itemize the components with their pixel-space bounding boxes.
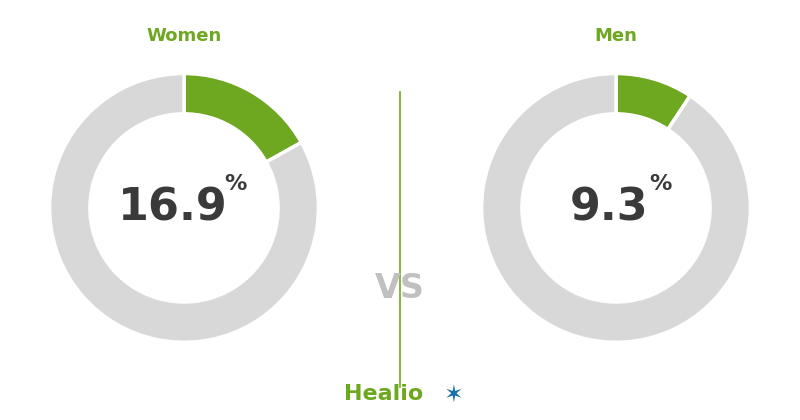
Wedge shape <box>50 74 318 342</box>
Wedge shape <box>616 74 690 129</box>
Text: undergoing percutaneous pulmonary thrombectomyn:: undergoing percutaneous pulmonary thromb… <box>112 61 688 80</box>
Text: VS: VS <box>375 273 425 305</box>
Text: %: % <box>649 174 671 194</box>
Text: Women: Women <box>146 27 222 45</box>
Text: Healio: Healio <box>344 384 424 404</box>
Text: 9.3: 9.3 <box>570 186 649 229</box>
Wedge shape <box>184 74 302 162</box>
Text: 16.9: 16.9 <box>118 186 228 229</box>
Text: Men: Men <box>594 27 638 45</box>
Text: ✶: ✶ <box>444 383 463 407</box>
Text: %: % <box>224 174 246 194</box>
Text: Percentage of patients who died in-hospital after: Percentage of patients who died in-hospi… <box>138 24 662 43</box>
Wedge shape <box>482 74 750 342</box>
